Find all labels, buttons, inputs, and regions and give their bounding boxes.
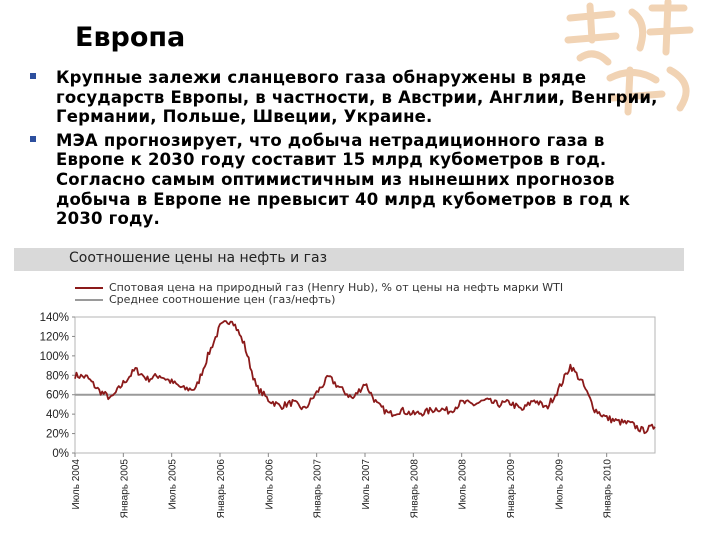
x-tick-label: Январь 2007 — [313, 459, 324, 519]
y-tick-label: 60% — [46, 390, 69, 402]
x-tick-label: Июль 2008 — [458, 459, 469, 510]
bullet-text: Крупные залежи сланцевого газа обнаружен… — [56, 68, 658, 127]
x-tick-label: Январь 2005 — [119, 459, 130, 519]
legend-entry-average: Среднее соотношение цен (газ/нефть) — [75, 294, 563, 306]
y-tick-label: 140% — [40, 312, 69, 324]
y-tick-label: 0% — [52, 448, 69, 460]
x-tick-label: Июль 2005 — [168, 459, 179, 510]
x-tick-label: Июль 2004 — [71, 459, 82, 510]
chart-legend: Спотовая цена на природный газ (Henry Hu… — [75, 282, 563, 306]
legend-label: Среднее соотношение цен (газ/нефть) — [109, 293, 336, 306]
chart-title-bar: Соотношение цены на нефть и газ — [14, 248, 684, 271]
x-tick-label: Июль 2006 — [264, 459, 275, 510]
legend-swatch-line-icon — [75, 299, 103, 301]
x-tick-label: Июль 2007 — [361, 459, 372, 510]
square-bullet-icon — [30, 135, 36, 142]
bullet-item: Крупные залежи сланцевого газа обнаружен… — [30, 68, 670, 127]
legend-swatch-line-icon — [75, 287, 103, 289]
y-tick-label: 120% — [40, 331, 69, 343]
chart-plot: 0% 20% 40% 60% 80% 100% 120% 140% Июль 2004 Январ… — [40, 312, 656, 519]
bullet-item: МЭА прогнозирует, что добыча нетрадицион… — [30, 131, 670, 229]
square-bullet-icon — [30, 73, 36, 79]
bullet-text: МЭА прогнозирует, что добыча нетрадицион… — [56, 130, 631, 229]
x-tick-label: Январь 2010 — [603, 459, 614, 519]
chart-title: Соотношение цены на нефть и газ — [69, 250, 328, 266]
y-tick-label: 80% — [46, 370, 69, 382]
series-line-spot-ratio — [74, 320, 656, 435]
x-tick-label: Январь 2006 — [216, 459, 227, 519]
bullet-list: Крупные залежи сланцевого газа обнаружен… — [30, 68, 670, 233]
legend-entry-spot: Спотовая цена на природный газ (Henry Hu… — [75, 282, 563, 294]
y-tick-label: 20% — [46, 429, 69, 441]
y-tick-label: 40% — [46, 409, 69, 421]
x-tick-label: Январь 2009 — [506, 459, 517, 519]
page-title: Европа — [75, 22, 186, 53]
x-tick-label: Июль 2009 — [554, 459, 565, 510]
legend-label: Спотовая цена на природный газ (Henry Hu… — [109, 281, 564, 294]
y-tick-label: 100% — [40, 351, 69, 363]
decorative-calligraphy — [564, 0, 694, 116]
x-tick-label: Январь 2008 — [409, 459, 420, 519]
